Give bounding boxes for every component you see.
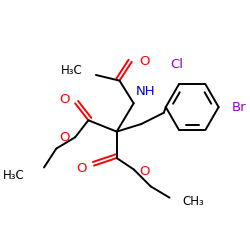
- Text: H₃C: H₃C: [3, 168, 25, 181]
- Text: O: O: [139, 55, 150, 68]
- Text: O: O: [76, 162, 86, 175]
- Text: O: O: [59, 131, 70, 144]
- Text: O: O: [139, 165, 150, 178]
- Text: Br: Br: [232, 100, 246, 114]
- Text: NH: NH: [136, 85, 155, 98]
- Text: O: O: [59, 93, 70, 106]
- Text: Cl: Cl: [170, 58, 183, 71]
- Text: H₃C: H₃C: [61, 64, 83, 77]
- Text: CH₃: CH₃: [183, 195, 204, 208]
